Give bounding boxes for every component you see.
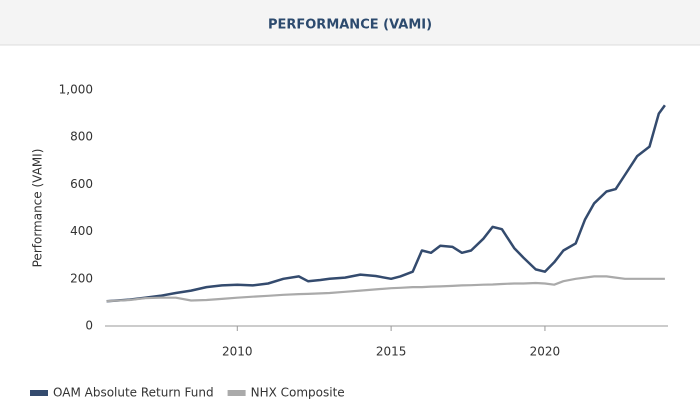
series-line (106, 104, 666, 303)
x-tick-label: 2020 (530, 345, 561, 359)
y-tick-label: 0 (85, 319, 93, 333)
x-tick-label: 2010 (222, 345, 253, 359)
legend-swatch (30, 390, 48, 396)
legend-label: NHX Composite (251, 386, 345, 400)
y-tick-label: 600 (70, 177, 93, 191)
legend-label: OAM Absolute Return Fund (53, 386, 214, 400)
x-tick-label: 2015 (376, 345, 407, 359)
header-bar (0, 0, 700, 45)
y-tick-label: 800 (70, 130, 93, 144)
y-tick-label: 1,000 (59, 83, 93, 97)
series-line (106, 275, 665, 303)
y-axis-label: Performance (VAMI) (31, 149, 45, 268)
legend-swatch (227, 390, 246, 396)
y-tick-label: 200 (70, 271, 93, 285)
y-tick-label: 400 (70, 224, 93, 238)
chart-title: PERFORMANCE (VAMI) (268, 18, 432, 33)
